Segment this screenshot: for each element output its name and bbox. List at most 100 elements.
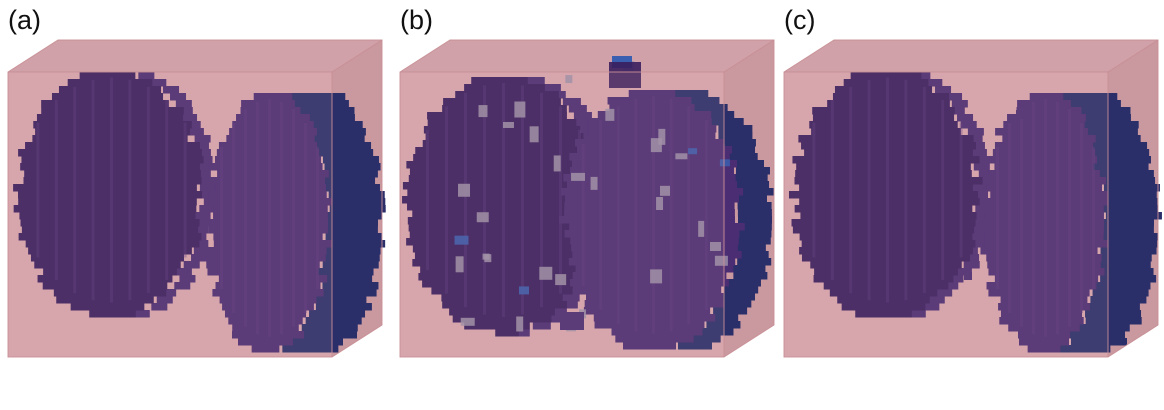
voxel-side [1093,149,1150,157]
voxel-row [228,317,303,325]
voxel-row [452,315,552,323]
voxel-side [1082,121,1139,129]
voxel-row [986,184,1102,192]
voxel-row [794,177,983,185]
voxel-row [564,230,740,238]
voxel-side [174,282,191,290]
voxel-side [309,310,366,318]
voxel-side [972,240,989,248]
voxel-side [322,282,379,290]
voxel-row [427,119,577,127]
voxel-row [25,142,200,150]
voxel-stripe [256,101,259,335]
voxel-row [571,244,738,252]
voxel-side [737,223,772,231]
voxel-row [20,219,200,227]
right-hemisphere-voxels [559,90,775,350]
voxel-row [443,98,561,106]
voxel-row [832,93,950,101]
voxel-row [34,261,181,269]
voxel-side [686,335,721,343]
voxel-row [409,231,595,239]
voxel-side [721,139,756,147]
voxel-stripe [183,122,187,258]
voxel-row [799,198,983,206]
noise-voxel [539,266,553,280]
voxel-side [292,100,349,108]
voxel-row [37,275,173,283]
voxel-row [415,147,584,155]
voxel-row [799,233,973,241]
voxel-row [213,219,328,227]
voxel-side [316,275,373,283]
voxel-side [1061,93,1118,101]
voxel-row [215,156,321,164]
voxel-stripe [268,99,271,337]
voxel-render-b [399,39,775,358]
voxel-row [229,128,317,136]
voxel-side [706,321,741,329]
voxel-stripe [316,146,319,290]
voxel-row [423,126,581,134]
voxel-row [792,156,980,164]
voxel-row [811,128,961,136]
voxel-row [804,149,973,157]
voxel-side [1094,261,1151,269]
noise-voxel [605,108,615,121]
voxel-side [1092,163,1149,171]
voxel-row [471,77,528,85]
voxel-row [224,310,307,318]
voxel-row [449,308,555,316]
voxel-row [412,210,597,218]
voxel-row [464,322,530,330]
voxel-row [999,317,1084,325]
noise-voxel [571,172,586,181]
voxel-side [718,132,753,140]
voxel-side [1101,198,1158,206]
noise-voxel [675,153,688,160]
voxel-row [855,310,912,318]
voxel-row [587,118,712,126]
noise-voxel [565,75,573,84]
voxel-side [709,118,744,126]
voxel-row [986,177,1107,185]
voxel-stripe [1080,122,1083,314]
voxel-row [843,79,929,87]
voxel-side [194,212,211,220]
voxel-row [218,275,328,283]
voxel-row [1002,135,1096,143]
voxel-side [192,240,209,248]
box-front-overlay [8,72,332,357]
voxel-stripe [91,79,95,301]
noise-voxel [476,212,489,223]
voxel-row [984,219,1104,227]
voxel-row [583,307,711,315]
voxel-stripe [634,98,638,332]
voxel-row [607,97,692,105]
voxel-row [41,107,184,115]
voxel-side [1095,254,1152,262]
voxel-render-c [783,39,1162,358]
voxel-stripe [244,109,247,327]
right-hemisphere-voxels [979,93,1162,353]
noise-voxel [964,272,972,280]
voxel-side [175,268,192,276]
voxel-row [812,107,955,115]
voxel-row [564,209,735,217]
voxel-side [1097,268,1154,276]
voxel-side [735,181,770,189]
voxel-row [794,205,973,213]
voxel-row [251,345,280,353]
voxel-side [301,324,358,332]
voxel-row [207,268,319,276]
voxel-stripe [540,92,543,308]
voxel-stripe [502,83,505,317]
voxel-row [442,301,567,309]
voxel-side [1103,184,1160,192]
voxel-row [994,275,1099,283]
voxel-stripe [1056,101,1059,335]
voxel-stripe [146,86,150,294]
voxel-row [799,184,973,192]
voxel-side [731,244,766,252]
voxel-row [208,163,323,171]
